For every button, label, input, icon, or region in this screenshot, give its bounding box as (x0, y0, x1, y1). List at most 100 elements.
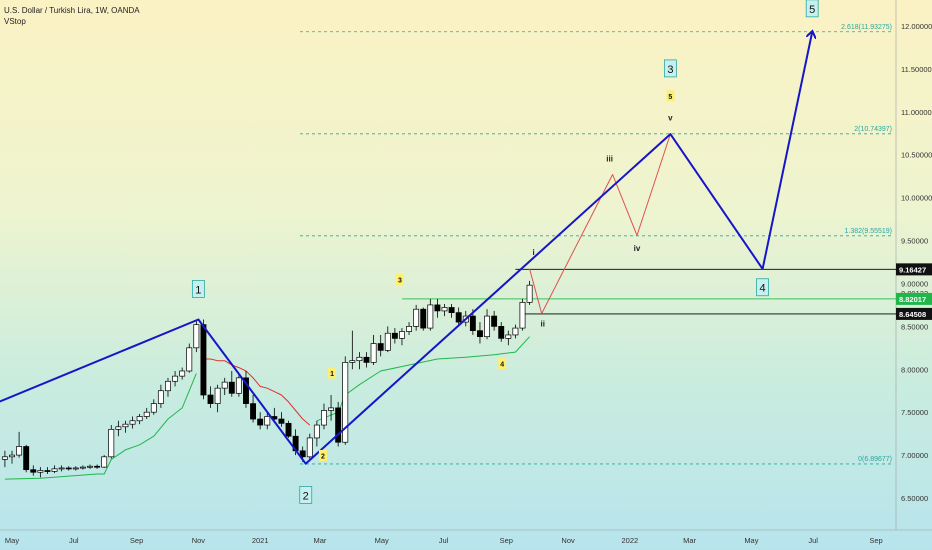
candle-body-up (87, 465, 93, 468)
candle-body-up (186, 347, 193, 372)
candle-body-up (328, 407, 335, 411)
candle-body-up (441, 307, 448, 312)
candle-body-up (58, 467, 65, 470)
candle (498, 322, 505, 342)
candle-body-down (207, 394, 214, 404)
candle-body-down (491, 315, 498, 327)
wave-label-small: 3 (395, 274, 404, 286)
price-tag-bg (896, 263, 932, 276)
candle (448, 304, 455, 318)
candle-body-up (1, 456, 8, 460)
elliott-wave-line-blue (0, 32, 812, 465)
candle-body-up (79, 466, 86, 469)
wave-label-text: 5 (809, 4, 815, 16)
candle-body-up (512, 327, 519, 336)
candle (221, 377, 228, 396)
candle (526, 280, 533, 305)
wave-label-roman: i (533, 248, 535, 257)
x-tick-label: Nov (192, 536, 206, 545)
candle-body-down (30, 469, 37, 473)
candle-body-up (321, 410, 327, 426)
candle-body-up (313, 424, 320, 439)
candle-body-up (214, 387, 221, 404)
candle-body-down (243, 377, 249, 404)
candle-body-up (157, 390, 164, 404)
wave-label-small: 4 (498, 358, 507, 370)
candle-body-down (299, 450, 306, 458)
candle (58, 465, 65, 472)
candle (484, 309, 490, 340)
candle (235, 373, 242, 397)
candle-body-down (377, 343, 384, 351)
y-tick-label: 9.00000 (901, 279, 928, 288)
candle (441, 304, 448, 317)
candle (384, 326, 391, 353)
x-tick-label: Jul (439, 536, 449, 545)
candle (143, 407, 150, 420)
candle (79, 465, 86, 470)
price-tag-text: 9.16427 (899, 265, 926, 274)
candle-body-down (94, 465, 101, 468)
y-tick-label: 11.50000 (901, 65, 932, 74)
x-tick-label: 2022 (622, 536, 639, 545)
candle (519, 298, 526, 331)
candle (9, 450, 15, 464)
candle (122, 420, 129, 433)
candle (285, 420, 292, 438)
wave-label-text: 1 (195, 284, 201, 296)
wave-label-box (663, 59, 677, 78)
candle-body-up (51, 468, 58, 472)
candle-body-up (399, 331, 405, 339)
y-tick-label: 6.50000 (901, 494, 928, 503)
candle (335, 401, 342, 447)
candle-body-up (16, 446, 23, 456)
wave-label-small-bg (498, 358, 507, 370)
x-tick-label: Mar (683, 536, 696, 545)
candle-body-down (391, 332, 398, 339)
candle (250, 395, 257, 423)
candle-body-down (44, 470, 51, 472)
candle-body-up (370, 343, 377, 363)
candle-body-up (129, 420, 136, 425)
candle (512, 324, 519, 339)
wave-label-small: 5 (666, 90, 675, 102)
y-tick-label: 8.50000 (901, 322, 928, 331)
candle (399, 328, 405, 346)
wave-label-small: 1 (328, 367, 337, 379)
candle-body-up (221, 381, 228, 389)
fib-level-label: 1.382(9.55519) (845, 228, 892, 235)
candle-body-up (179, 370, 186, 377)
candle-body-down (228, 381, 235, 394)
x-tick-label: 2021 (252, 536, 269, 545)
candle-body-down (250, 403, 257, 420)
candle-body-down (200, 324, 207, 396)
candle-body-up (342, 362, 349, 443)
candle-body-up (143, 411, 150, 417)
y-tick-label: 7.50000 (901, 408, 928, 417)
x-tick-label: Mar (313, 536, 326, 545)
x-tick-label: Sep (130, 536, 143, 545)
chart-header: U.S. Dollar / Turkish Lira, 1W, OANDA VS… (4, 5, 140, 27)
candle-body-down (285, 422, 292, 437)
candle-body-up (306, 437, 313, 458)
wave-label-box (756, 278, 769, 297)
candle (420, 307, 427, 331)
x-tick-label: Sep (500, 536, 513, 545)
y-tick-label: 12.00000 (901, 22, 932, 31)
wave-label-small-text: 5 (668, 94, 672, 101)
candle (363, 352, 370, 368)
candle-body-up (427, 304, 434, 329)
candle (94, 464, 101, 469)
candle (150, 399, 157, 415)
candle (37, 467, 44, 478)
wave-label-box (299, 486, 313, 504)
wave-label-boxed: 3 (663, 59, 677, 78)
price-tag-bg (896, 307, 932, 320)
wave-label-small-text: 1 (330, 371, 334, 378)
candle-body-up (484, 315, 490, 338)
indicator-label: VStop (4, 17, 26, 26)
candle-body-down (23, 446, 30, 471)
wave-label-boxed: 5 (805, 0, 819, 18)
candle-body-up (37, 470, 44, 473)
